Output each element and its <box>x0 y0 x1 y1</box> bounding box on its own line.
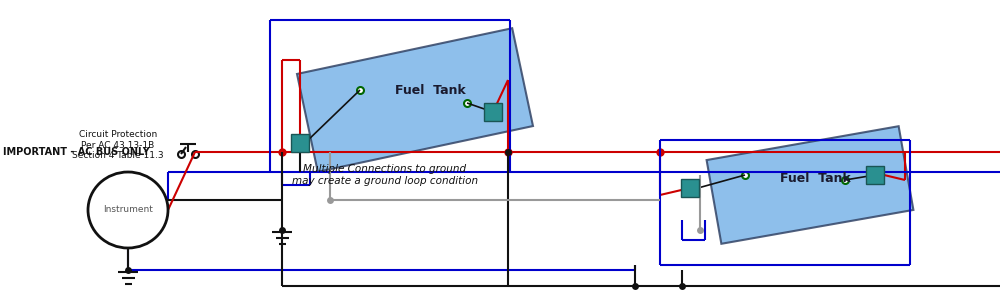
Bar <box>291 134 309 152</box>
Text: Circuit Protection
Per AC 43.13-1B
Section 4 Table 11.3: Circuit Protection Per AC 43.13-1B Secti… <box>72 130 164 160</box>
Polygon shape <box>297 28 533 172</box>
Bar <box>484 103 502 121</box>
Text: Fuel  Tank: Fuel Tank <box>780 172 850 184</box>
Bar <box>681 179 699 197</box>
Bar <box>866 166 884 184</box>
Text: Multiple Connections to ground
may create a ground loop condition: Multiple Connections to ground may creat… <box>292 164 478 186</box>
Text: Instrument: Instrument <box>103 206 153 215</box>
Polygon shape <box>707 126 913 244</box>
Ellipse shape <box>88 172 168 248</box>
Text: IMPORTANT - AC BUS ONLY: IMPORTANT - AC BUS ONLY <box>3 147 150 157</box>
Text: Fuel  Tank: Fuel Tank <box>395 83 465 97</box>
